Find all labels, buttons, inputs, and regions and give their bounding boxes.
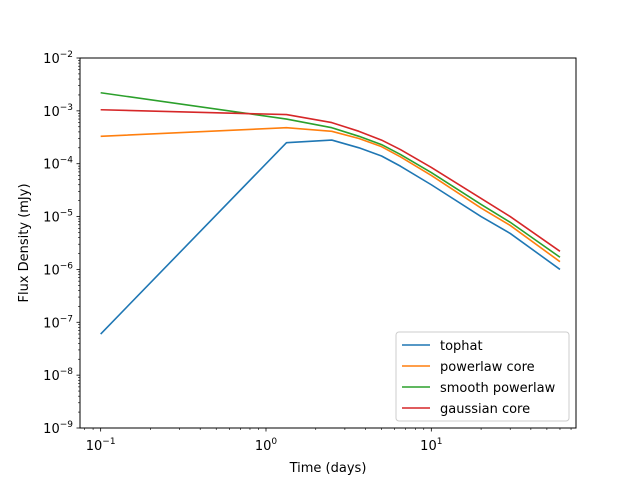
x-axis-label: Time (days) <box>289 461 367 476</box>
y-tick-label: 10−6 <box>43 261 73 278</box>
legend-label: powerlaw core <box>440 360 535 375</box>
series-line-2 <box>100 91 561 258</box>
y-tick-label: 10−8 <box>43 367 73 384</box>
y-tick-label: 10−2 <box>43 50 73 67</box>
plot-lines <box>100 91 561 335</box>
major-x-ticks: 10−1 100 101 <box>86 428 442 454</box>
series-line-0 <box>100 139 561 335</box>
y-axis-label: Flux Density (mJy) <box>17 183 32 302</box>
x-tick-label: 10−1 <box>86 437 116 454</box>
legend: tophat powerlaw core smooth powerlaw gaussi… <box>395 331 570 422</box>
y-tick-label: 10−9 <box>43 420 73 437</box>
legend-label: tophat <box>440 339 483 354</box>
legend-label: gaussian core <box>440 402 530 417</box>
legend-box <box>395 331 570 422</box>
y-tick-label: 10−4 <box>43 156 73 173</box>
legend-label: smooth powerlaw <box>440 381 556 396</box>
axes-frame <box>79 57 577 429</box>
y-tick-label: 10−7 <box>43 314 73 331</box>
x-tick-label: 100 <box>255 437 278 454</box>
y-tick-label: 10−3 <box>43 103 73 120</box>
major-y-ticks: 10−9 10−8 10−7 10−6 10−5 10−4 10−3 10−2 <box>43 50 80 437</box>
x-tick-label: 101 <box>420 437 442 454</box>
series-line-1 <box>100 126 561 263</box>
y-tick-label: 10−5 <box>43 209 73 226</box>
series-line-3 <box>100 108 561 252</box>
